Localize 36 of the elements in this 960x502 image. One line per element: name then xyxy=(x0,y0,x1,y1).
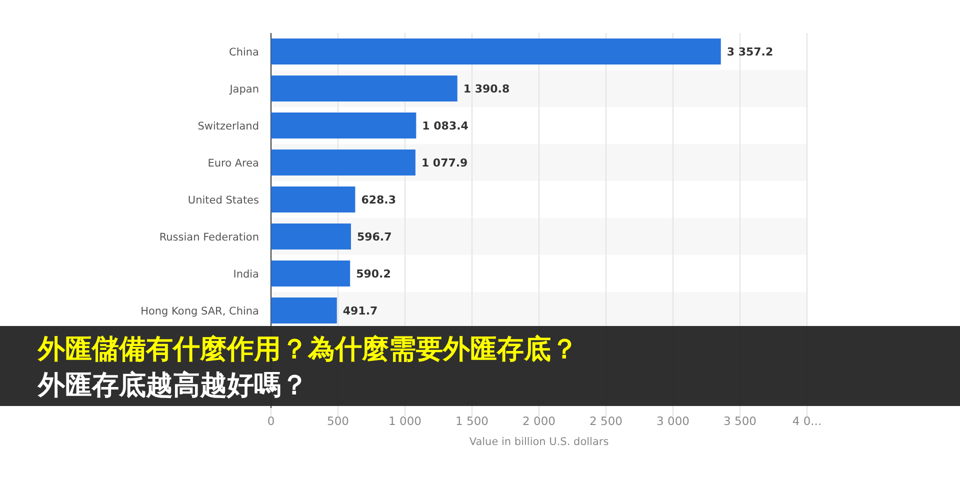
y-tick-label: Hong Kong SAR, China xyxy=(140,306,259,318)
x-tick-label: 1 500 xyxy=(456,414,488,428)
bar xyxy=(271,38,721,64)
bar xyxy=(271,298,337,324)
text: 外匯存底越高越好嗎？ xyxy=(37,370,308,400)
data-label: 3 357.2 xyxy=(726,46,774,58)
x-tick-label: 2 000 xyxy=(522,414,556,428)
text: 外匯儲備有什麼作用？為什麼需要外匯存底？ xyxy=(37,334,578,364)
bar xyxy=(271,224,351,250)
x-tick-label: 3 500 xyxy=(724,414,756,428)
y-tick-label: Russian Federation xyxy=(159,232,259,244)
y-tick-label: China xyxy=(229,46,259,58)
y-tick-label: Euro Area xyxy=(208,158,259,170)
bar xyxy=(271,150,416,176)
x-axis-title: Value in billion U.S. dollars xyxy=(469,436,609,448)
y-tick-label: United States xyxy=(188,194,259,206)
x-tick-label: 2 500 xyxy=(590,414,622,428)
x-tick-label: 500 xyxy=(327,414,349,428)
y-tick-label: Japan xyxy=(228,84,259,96)
data-label: 1 083.4 xyxy=(422,120,469,132)
y-tick-label: India xyxy=(233,268,259,280)
bar xyxy=(271,112,416,138)
bar xyxy=(271,76,458,102)
x-tick-label: 3 000 xyxy=(656,414,690,428)
data-label: 628.3 xyxy=(361,194,396,206)
x-tick-label: 0 xyxy=(267,414,275,428)
y-tick-label: Switzerland xyxy=(198,120,259,132)
bar xyxy=(271,260,350,286)
bar xyxy=(271,186,356,212)
data-label: 491.7 xyxy=(342,304,378,318)
data-label: 590.2 xyxy=(356,268,391,280)
data-label: 1 390.8 xyxy=(463,82,510,96)
x-tick-label: 1 000 xyxy=(388,414,422,428)
data-label: 596.7 xyxy=(356,230,392,244)
data-label: 1 077.9 xyxy=(421,156,468,170)
x-tick-label: 4 0... xyxy=(792,414,822,428)
